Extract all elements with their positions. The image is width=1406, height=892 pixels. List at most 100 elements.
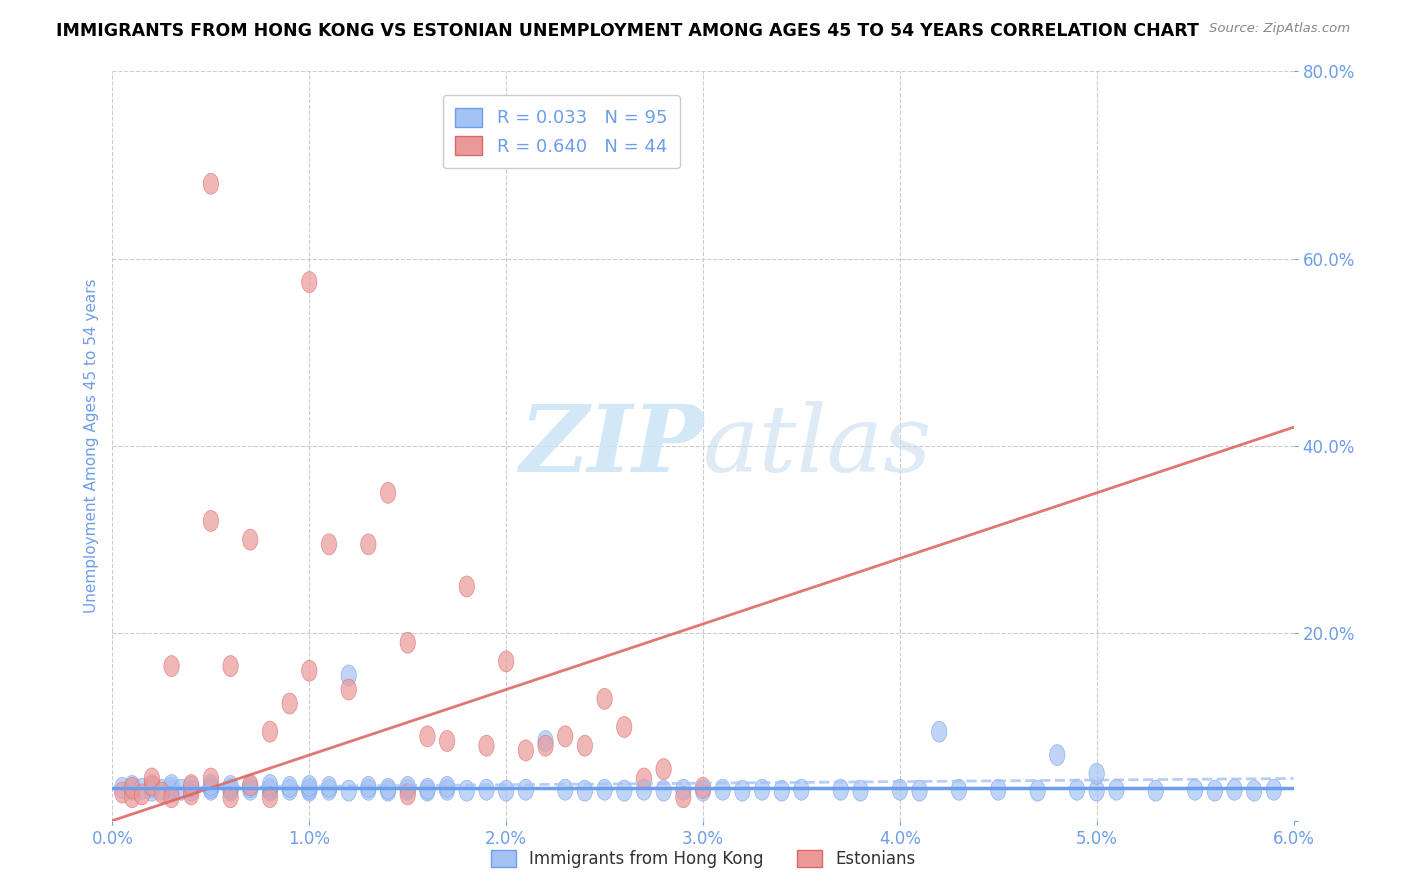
Ellipse shape xyxy=(243,529,257,550)
Ellipse shape xyxy=(283,780,297,800)
Ellipse shape xyxy=(775,780,789,801)
Ellipse shape xyxy=(794,780,808,800)
Ellipse shape xyxy=(479,735,494,756)
Ellipse shape xyxy=(893,780,907,800)
Ellipse shape xyxy=(420,726,434,747)
Ellipse shape xyxy=(224,656,238,677)
Ellipse shape xyxy=(155,782,169,803)
Ellipse shape xyxy=(420,780,434,801)
Ellipse shape xyxy=(145,780,159,801)
Ellipse shape xyxy=(853,780,868,801)
Ellipse shape xyxy=(322,533,336,555)
Ellipse shape xyxy=(440,776,454,797)
Text: Source: ZipAtlas.com: Source: ZipAtlas.com xyxy=(1209,22,1350,36)
Ellipse shape xyxy=(676,780,690,800)
Ellipse shape xyxy=(912,780,927,801)
Ellipse shape xyxy=(558,726,572,747)
Ellipse shape xyxy=(204,774,218,796)
Ellipse shape xyxy=(204,777,218,798)
Ellipse shape xyxy=(519,780,533,800)
Ellipse shape xyxy=(657,780,671,801)
Ellipse shape xyxy=(401,784,415,805)
Ellipse shape xyxy=(165,777,179,798)
Ellipse shape xyxy=(342,679,356,700)
Ellipse shape xyxy=(115,777,129,798)
Ellipse shape xyxy=(145,774,159,796)
Legend: R = 0.033   N = 95, R = 0.640   N = 44: R = 0.033 N = 95, R = 0.640 N = 44 xyxy=(443,95,681,169)
Ellipse shape xyxy=(302,271,316,293)
Ellipse shape xyxy=(243,776,257,797)
Ellipse shape xyxy=(224,775,238,797)
Ellipse shape xyxy=(479,780,494,800)
Ellipse shape xyxy=(637,780,651,800)
Ellipse shape xyxy=(135,784,149,805)
Ellipse shape xyxy=(263,774,277,796)
Ellipse shape xyxy=(1227,780,1241,800)
Ellipse shape xyxy=(125,780,139,800)
Ellipse shape xyxy=(499,651,513,672)
Ellipse shape xyxy=(174,780,188,800)
Ellipse shape xyxy=(263,780,277,801)
Ellipse shape xyxy=(991,780,1005,800)
Ellipse shape xyxy=(460,576,474,597)
Ellipse shape xyxy=(381,483,395,503)
Ellipse shape xyxy=(932,721,946,742)
Ellipse shape xyxy=(243,774,257,796)
Ellipse shape xyxy=(1267,780,1281,800)
Ellipse shape xyxy=(263,721,277,742)
Ellipse shape xyxy=(578,780,592,801)
Ellipse shape xyxy=(657,758,671,780)
Ellipse shape xyxy=(637,768,651,789)
Ellipse shape xyxy=(952,780,966,800)
Ellipse shape xyxy=(125,777,139,798)
Ellipse shape xyxy=(381,780,395,801)
Ellipse shape xyxy=(1090,780,1104,801)
Ellipse shape xyxy=(125,775,139,797)
Text: IMMIGRANTS FROM HONG KONG VS ESTONIAN UNEMPLOYMENT AMONG AGES 45 TO 54 YEARS COR: IMMIGRANTS FROM HONG KONG VS ESTONIAN UN… xyxy=(56,22,1199,40)
Ellipse shape xyxy=(361,533,375,555)
Ellipse shape xyxy=(302,779,316,799)
Ellipse shape xyxy=(1031,780,1045,801)
Ellipse shape xyxy=(263,779,277,799)
Ellipse shape xyxy=(224,779,238,799)
Ellipse shape xyxy=(381,779,395,799)
Ellipse shape xyxy=(696,780,710,801)
Ellipse shape xyxy=(224,787,238,808)
Ellipse shape xyxy=(538,735,553,756)
Ellipse shape xyxy=(165,656,179,677)
Ellipse shape xyxy=(342,780,356,801)
Ellipse shape xyxy=(1149,780,1163,801)
Ellipse shape xyxy=(1050,745,1064,765)
Ellipse shape xyxy=(834,780,848,800)
Ellipse shape xyxy=(145,768,159,789)
Ellipse shape xyxy=(401,776,415,797)
Ellipse shape xyxy=(361,780,375,800)
Ellipse shape xyxy=(155,780,169,800)
Ellipse shape xyxy=(204,780,218,800)
Ellipse shape xyxy=(420,779,434,799)
Ellipse shape xyxy=(617,716,631,738)
Ellipse shape xyxy=(243,780,257,800)
Ellipse shape xyxy=(460,780,474,801)
Ellipse shape xyxy=(755,780,769,800)
Ellipse shape xyxy=(558,780,572,800)
Ellipse shape xyxy=(499,780,513,801)
Ellipse shape xyxy=(184,780,198,801)
Ellipse shape xyxy=(440,780,454,800)
Text: ZIP: ZIP xyxy=(519,401,703,491)
Ellipse shape xyxy=(145,776,159,797)
Ellipse shape xyxy=(165,780,179,801)
Ellipse shape xyxy=(1188,780,1202,800)
Ellipse shape xyxy=(696,777,710,798)
Ellipse shape xyxy=(184,784,198,805)
Ellipse shape xyxy=(578,735,592,756)
Ellipse shape xyxy=(224,780,238,801)
Ellipse shape xyxy=(184,774,198,796)
Ellipse shape xyxy=(184,776,198,797)
Ellipse shape xyxy=(342,665,356,686)
Ellipse shape xyxy=(361,776,375,797)
Ellipse shape xyxy=(1070,780,1084,800)
Ellipse shape xyxy=(165,787,179,808)
Ellipse shape xyxy=(401,632,415,653)
Ellipse shape xyxy=(204,768,218,789)
